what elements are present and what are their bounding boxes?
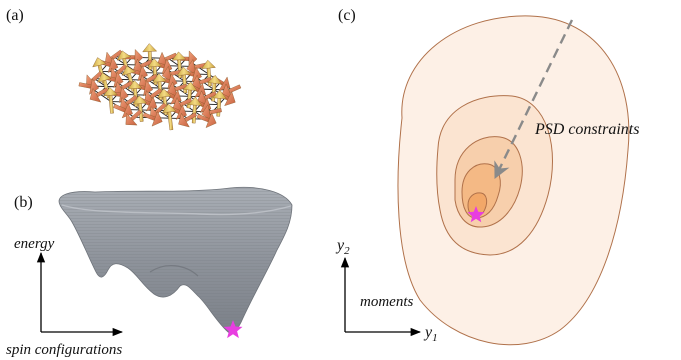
psd-constraints-arrow [494, 19, 574, 180]
moments-label: moments [360, 294, 413, 310]
spin-arrows [78, 43, 242, 131]
spin-arrow-icon [178, 112, 197, 128]
spin-configurations-axis-label: spin configurations [6, 342, 122, 358]
lattice-bond [140, 109, 159, 111]
spin-arrow-icon [89, 87, 109, 103]
y1-axis-label: y1 [423, 324, 438, 344]
moment-regions [397, 15, 630, 346]
spin-arrow-icon [186, 58, 207, 76]
energy-surface-fold [149, 265, 199, 277]
energy-surface-top-rim [61, 204, 292, 216]
energy-landscape: energy spin configurations [6, 186, 293, 358]
spin-arrow-icon [103, 87, 118, 114]
spin-arrow-icon [142, 110, 163, 127]
panel-b-label: (b) [14, 194, 33, 211]
spin-lattice [78, 43, 242, 131]
minimum-star-icon [467, 206, 485, 223]
panel-c-label: (c) [338, 7, 356, 24]
spin-arrow-icon [161, 103, 177, 131]
spin-arrow-icon [125, 109, 143, 126]
energy-surface-texture [59, 187, 292, 334]
minimum-star-icon [223, 320, 243, 339]
energy-axis-label: energy [14, 236, 55, 252]
spin-arrow-icon [201, 104, 222, 121]
y2-axis-label: y2 [335, 237, 350, 257]
psd-constraints-label: PSD constraints [534, 121, 639, 138]
spin-arrow-icon [196, 112, 217, 129]
panel-a-label: (a) [6, 7, 24, 24]
